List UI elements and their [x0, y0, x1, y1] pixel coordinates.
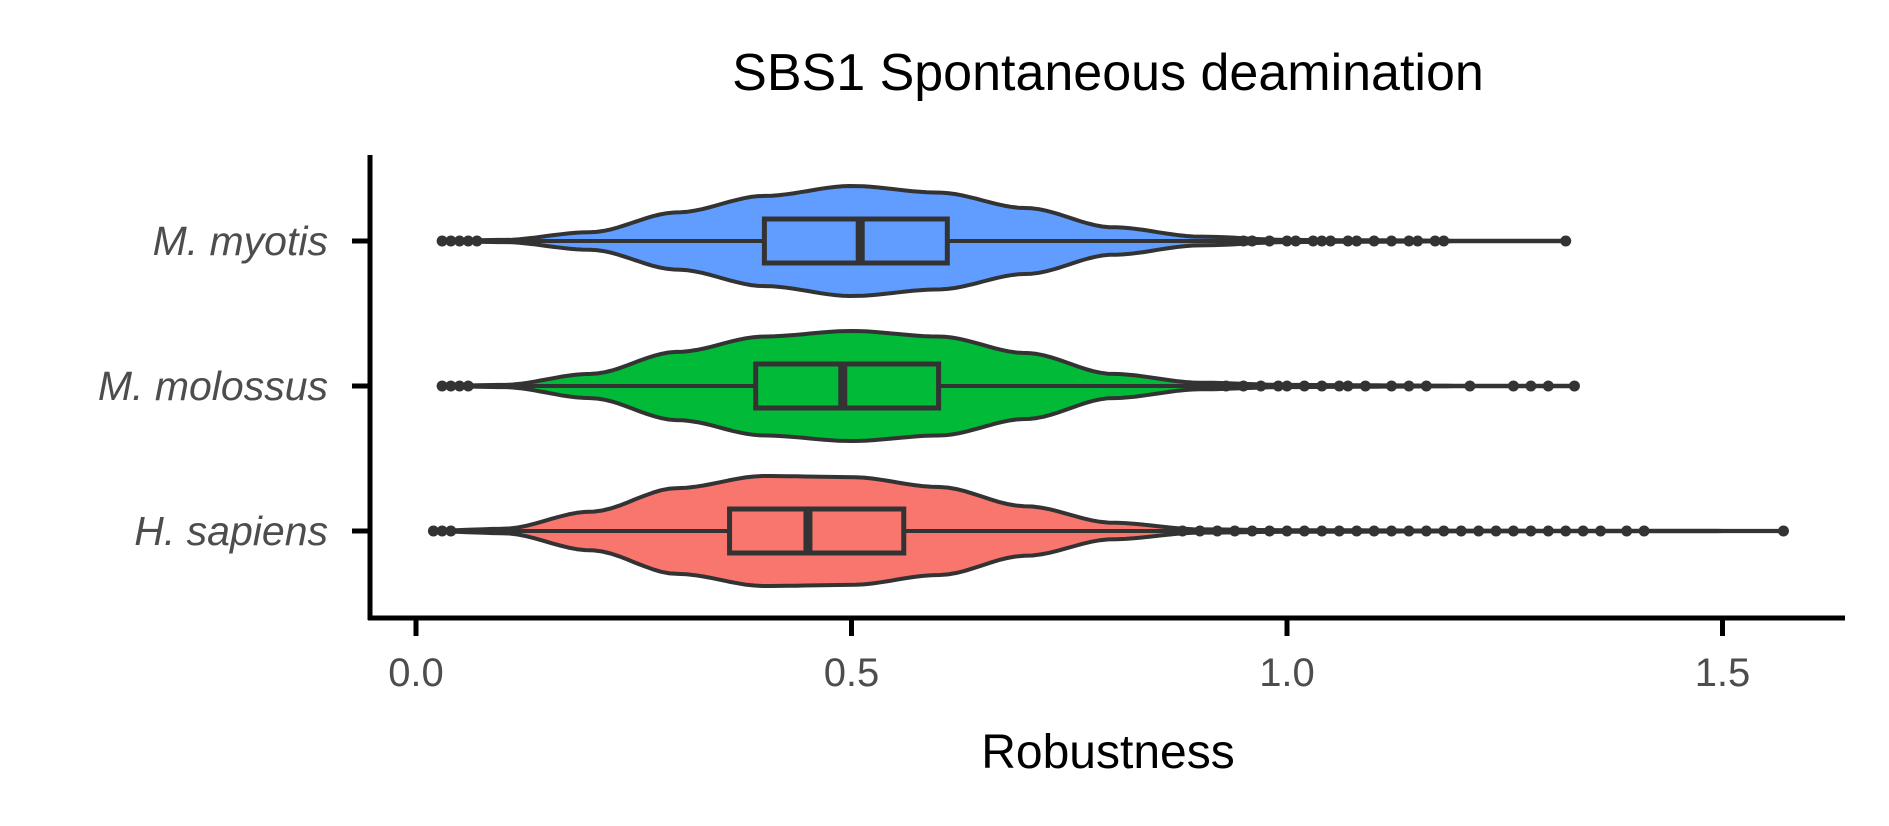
violins-layer: [427, 184, 1789, 588]
outlier-point: [471, 235, 483, 247]
outlier-point: [1638, 525, 1650, 537]
x-tick-label: 1.5: [1695, 651, 1751, 695]
outlier-point: [1264, 235, 1276, 247]
outlier-point: [436, 380, 448, 392]
outlier-point: [1490, 525, 1502, 537]
outlier-point: [427, 525, 439, 537]
outlier-point: [1255, 380, 1267, 392]
outlier-point: [1777, 525, 1789, 537]
outlier-point: [1464, 380, 1476, 392]
outlier-point: [1429, 235, 1441, 247]
outlier-point: [1307, 235, 1319, 247]
outlier-point: [454, 235, 466, 247]
outlier-point: [1246, 235, 1258, 247]
outlier-point: [1237, 380, 1249, 392]
axes-layer: M. myotis M. molossus H. sapiens 0.0 0.5 1.0 1…: [98, 155, 1845, 695]
violin-group-h-sapiens: [427, 474, 1789, 588]
outlier-point: [1298, 380, 1310, 392]
violin-group-m-myotis: [436, 184, 1572, 298]
outlier-point: [1281, 525, 1293, 537]
outlier-point: [445, 380, 457, 392]
outlier-point: [1368, 525, 1380, 537]
outlier-point: [1325, 235, 1337, 247]
outlier-point: [1194, 525, 1206, 537]
outlier-point: [1229, 525, 1241, 537]
outlier-point: [1351, 525, 1363, 537]
y-tick-label: M. molossus: [98, 363, 328, 409]
x-tick-label: 1.0: [1259, 651, 1315, 695]
outlier-point: [1316, 235, 1328, 247]
outlier-point: [1359, 380, 1371, 392]
outlier-point: [1220, 380, 1232, 392]
box-h-sapiens: [727, 506, 907, 556]
outlier-point: [1412, 235, 1424, 247]
outlier-point: [1507, 380, 1519, 392]
outlier-point: [1386, 380, 1398, 392]
outlier-point: [445, 235, 457, 247]
x-tick-label: 0.5: [824, 651, 880, 695]
outlier-point: [1403, 380, 1415, 392]
outlier-point: [1237, 235, 1249, 247]
outlier-point: [1386, 235, 1398, 247]
outlier-point: [1473, 525, 1485, 537]
outlier-point: [1316, 380, 1328, 392]
outlier-point: [1595, 525, 1607, 537]
y-tick-label: M. myotis: [153, 218, 328, 264]
outlier-point: [1333, 525, 1345, 537]
outlier-point: [1272, 380, 1284, 392]
outlier-point: [1403, 235, 1415, 247]
outlier-point: [1281, 235, 1293, 247]
outlier-point: [1342, 380, 1354, 392]
outlier-point: [454, 380, 466, 392]
outlier-point: [1368, 235, 1380, 247]
outlier-point: [1621, 525, 1633, 537]
outlier-point: [1211, 525, 1223, 537]
outlier-point: [1342, 235, 1354, 247]
outlier-point: [1298, 525, 1310, 537]
outlier-point: [1560, 235, 1572, 247]
outlier-point: [1403, 525, 1415, 537]
outlier-point: [1455, 525, 1467, 537]
chart-title: SBS1 Spontaneous deamination: [732, 44, 1484, 102]
outlier-point: [1542, 380, 1554, 392]
outlier-point: [1246, 525, 1258, 537]
outlier-point: [1560, 525, 1572, 537]
outlier-point: [1525, 525, 1537, 537]
x-tick-label: 0.0: [388, 651, 444, 695]
outlier-point: [1542, 525, 1554, 537]
outlier-point: [1351, 235, 1363, 247]
outlier-point: [1438, 525, 1450, 537]
outlier-point: [436, 235, 448, 247]
outlier-point: [1333, 380, 1345, 392]
outlier-point: [1525, 380, 1537, 392]
outlier-point: [1281, 380, 1293, 392]
y-tick-label: H. sapiens: [134, 508, 328, 554]
outlier-point: [445, 525, 457, 537]
outlier-point: [1264, 525, 1276, 537]
violin-group-m-molossus: [436, 329, 1580, 443]
outlier-point: [1290, 235, 1302, 247]
outlier-point: [462, 380, 474, 392]
outlier-point: [1220, 235, 1232, 247]
outlier-point: [1568, 380, 1580, 392]
outlier-point: [1507, 525, 1519, 537]
outlier-point: [436, 525, 448, 537]
outlier-point: [1316, 525, 1328, 537]
outlier-point: [1420, 380, 1432, 392]
outlier-point: [1438, 235, 1450, 247]
outlier-point: [1386, 525, 1398, 537]
outlier-point: [462, 235, 474, 247]
outlier-point: [1420, 525, 1432, 537]
outlier-point: [1176, 525, 1188, 537]
outlier-point: [1577, 525, 1589, 537]
x-axis-title: Robustness: [981, 726, 1234, 779]
